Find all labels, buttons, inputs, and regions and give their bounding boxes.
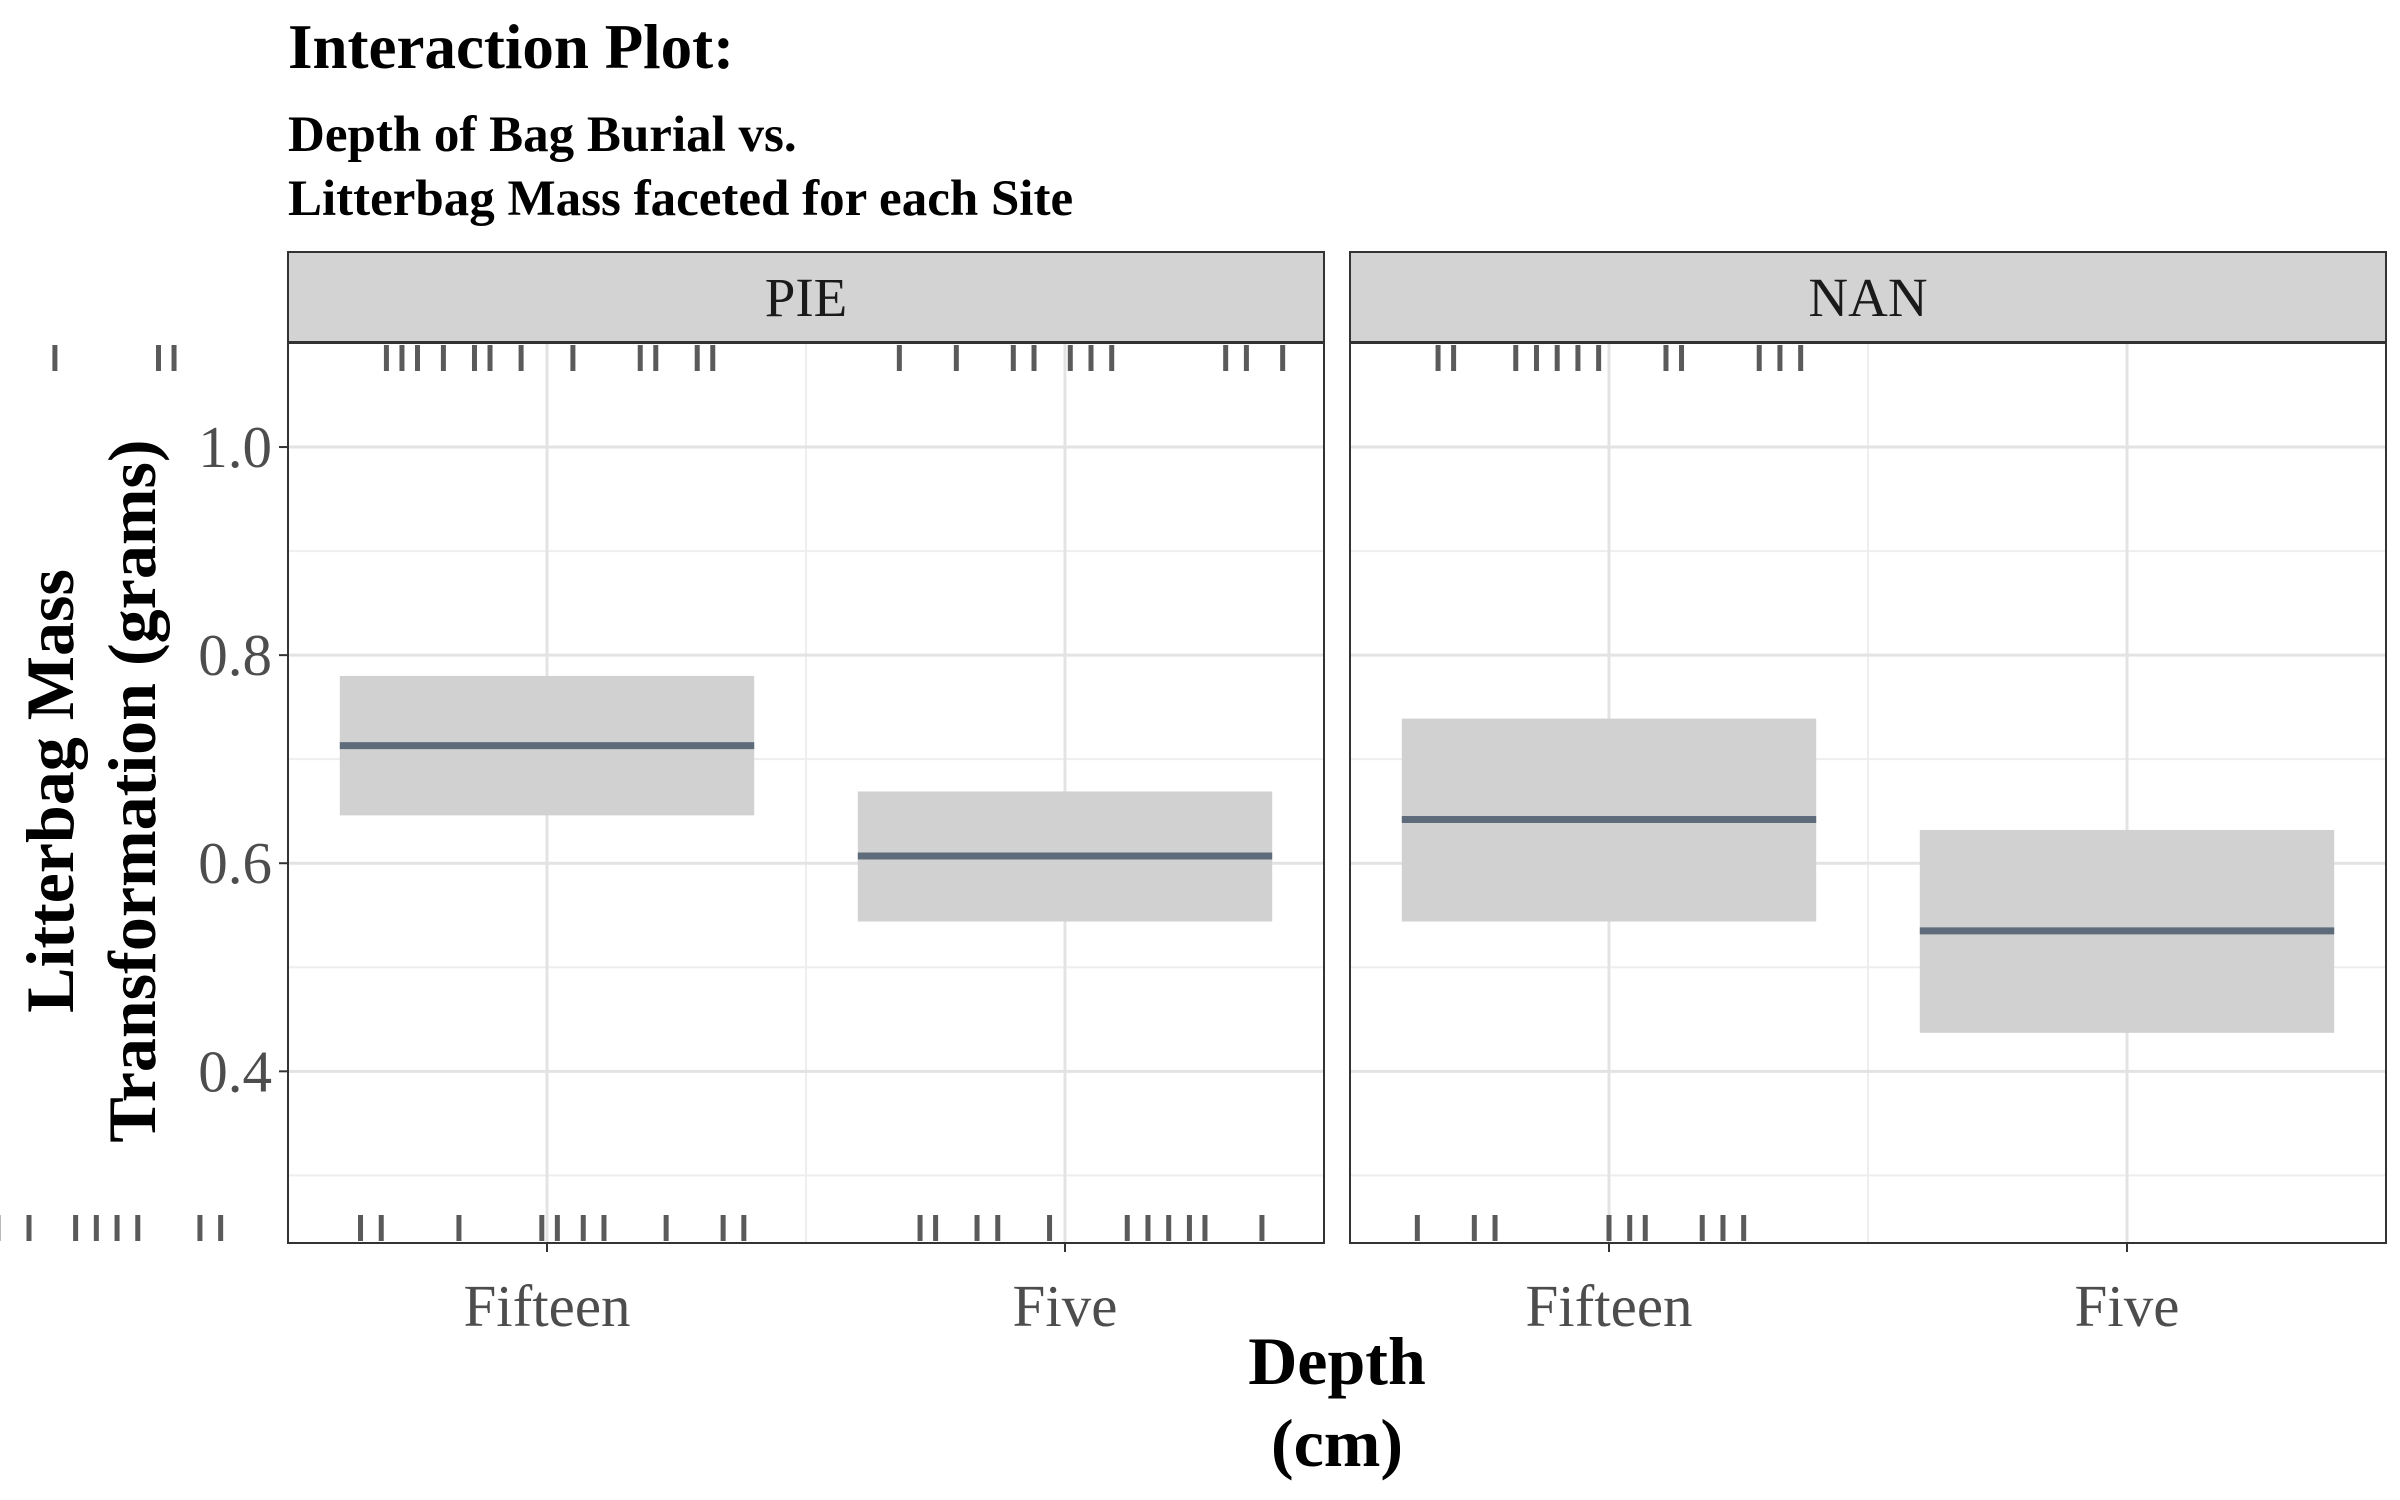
x-tick-label: Five: [1013, 1273, 1118, 1339]
facet-panels: 0.4 0.6 0.8 1.0 PIE Fifteen Five NAN Fifteen Five: [0, 251, 2387, 1339]
facet-strip-label: NAN: [1808, 267, 1927, 328]
x-axis-title-line-2: (cm): [1271, 1405, 1403, 1481]
x-tick-label: Five: [2075, 1273, 2180, 1339]
x-tick-label: Fifteen: [463, 1273, 630, 1339]
facet-strip: [287, 251, 1325, 343]
x-tick-label: Fifteen: [1525, 1273, 1692, 1339]
y-tick-label: 0.8: [198, 622, 272, 688]
chart-title: Interaction Plot:: [288, 12, 734, 82]
y-tick-label: 1.0: [198, 414, 272, 480]
chart-subtitle-line-1: Depth of Bag Burial vs.: [288, 107, 797, 163]
y-tick-label: 0.6: [198, 830, 272, 896]
facet-strip: [1349, 251, 2387, 343]
x-axis-title-line-1: Depth: [1248, 1323, 1426, 1399]
y-axis-title-line-2: Transformation (grams): [94, 439, 170, 1142]
y-tick-label: 0.4: [198, 1038, 272, 1104]
facet-panel-nan: NAN Fifteen Five: [896, 251, 2387, 1339]
y-axis-title-line-1: Litterbag Mass: [12, 569, 88, 1013]
chart-subtitle-line-2: Litterbag Mass faceted for each Site: [288, 171, 1073, 227]
facet-strip-label: PIE: [765, 267, 848, 328]
facet-panel-pie: PIE Fifteen Five: [0, 251, 1325, 1339]
